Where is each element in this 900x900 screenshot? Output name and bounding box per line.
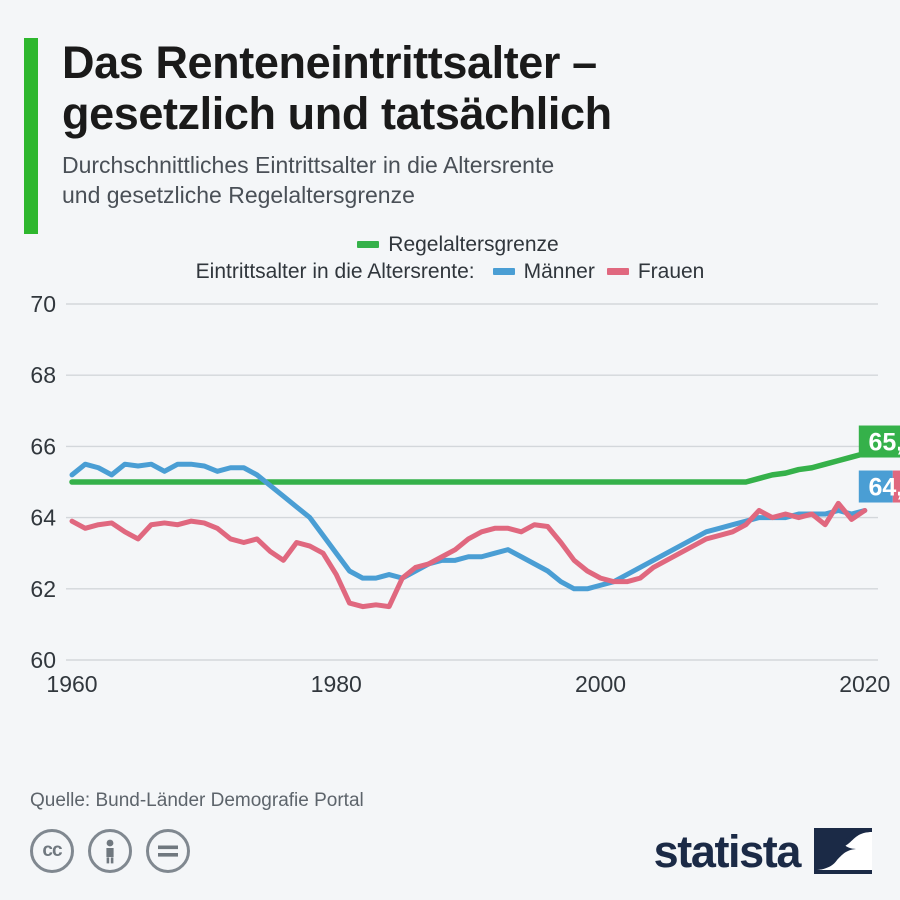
series-line-frauen [69, 500, 868, 609]
no-derivatives-equals-icon [146, 829, 190, 873]
legend-item-maenner[interactable]: Männer [492, 259, 595, 284]
x-axis-tick-labels: 1960 1980 2000 2020 [46, 671, 890, 697]
value-tag-regelaltersgrenze-bg [858, 425, 900, 458]
value-tag-maenner-bg [858, 470, 893, 503]
y-axis-tick-labels: 60 62 64 66 68 70 [30, 291, 56, 673]
y-tick-label: 70 [30, 291, 56, 317]
value-tag-maenner-frauen: 64,2 [868, 473, 900, 501]
legend-label-regelaltersgrenze: Regelaltersgrenze [388, 232, 559, 256]
y-tick-label: 66 [30, 433, 56, 459]
series-line-regelaltersgrenze [69, 450, 868, 485]
x-tick-label: 1980 [311, 671, 362, 697]
legend-label-maenner: Männer [523, 259, 595, 283]
title-line-2: gesetzlich und tatsächlich [62, 87, 612, 139]
line-chart: 60 62 64 66 68 70 1960 1980 2000 2020 65,8 64,2 [30, 291, 900, 697]
series-lines [69, 450, 868, 609]
series-line-mnner [69, 461, 868, 592]
y-tick-label: 62 [30, 576, 56, 602]
legend-swatch-green [357, 241, 380, 249]
title-line-1: Das Renteneintrittsalter – [62, 37, 597, 88]
footer: cc statista [0, 812, 900, 900]
subtitle-line-2: und gesetzliche Regelaltersgrenze [62, 182, 415, 209]
cc-icon: cc [30, 829, 74, 873]
y-tick-label: 68 [30, 362, 56, 388]
grid-lines [66, 303, 878, 661]
x-tick-label: 2000 [575, 671, 626, 697]
subtitle-line-1: Durchschnittliches Eintrittsalter in die… [62, 151, 555, 178]
source-note: Quelle: Bund-Länder Demografie Portal [30, 790, 364, 811]
chart-area: 60 62 64 66 68 70 1960 1980 2000 2020 65,8 64,2 [0, 290, 900, 784]
end-value-labels: 65,8 64,2 [858, 425, 900, 503]
legend-item-frauen[interactable]: Frauen [606, 259, 705, 284]
page-subtitle: Durchschnittliches Eintrittsalter in die… [62, 150, 782, 211]
creative-commons-icons: cc [30, 829, 190, 873]
statista-logo: statista [654, 828, 872, 874]
cc-icon-label: cc [42, 840, 62, 861]
y-tick-label: 64 [30, 504, 56, 530]
attribution-person-icon [88, 829, 132, 873]
legend-row-eintrittsalter: Eintrittsalter in die Altersrente: Männe… [196, 260, 705, 284]
statista-wordmark: statista [653, 825, 802, 877]
legend-label-frauen: Frauen [637, 259, 705, 283]
accent-bar [24, 38, 38, 234]
legend-swatch-blue [492, 268, 515, 276]
statista-mark-icon [814, 828, 872, 874]
x-tick-label: 2020 [839, 671, 890, 697]
legend-item-regelaltersgrenze[interactable]: Regelaltersgrenze [357, 232, 559, 257]
y-tick-label: 60 [30, 647, 56, 673]
x-tick-label: 1960 [46, 671, 97, 697]
legend-row-regelaltersgrenze: Regelaltersgrenze [341, 232, 559, 257]
value-tag-frauen-bg [892, 470, 900, 503]
value-tag-regelaltersgrenze: 65,8 [868, 428, 900, 456]
legend-prefix: Eintrittsalter in die Altersrente: [195, 259, 475, 283]
header: Das Renteneintrittsalter – gesetzlich un… [0, 0, 900, 234]
legend-swatch-pink [606, 268, 629, 276]
chart-legend: Regelaltersgrenze Eintrittsalter in die … [0, 233, 900, 284]
page-title: Das Renteneintrittsalter – gesetzlich un… [62, 37, 802, 140]
